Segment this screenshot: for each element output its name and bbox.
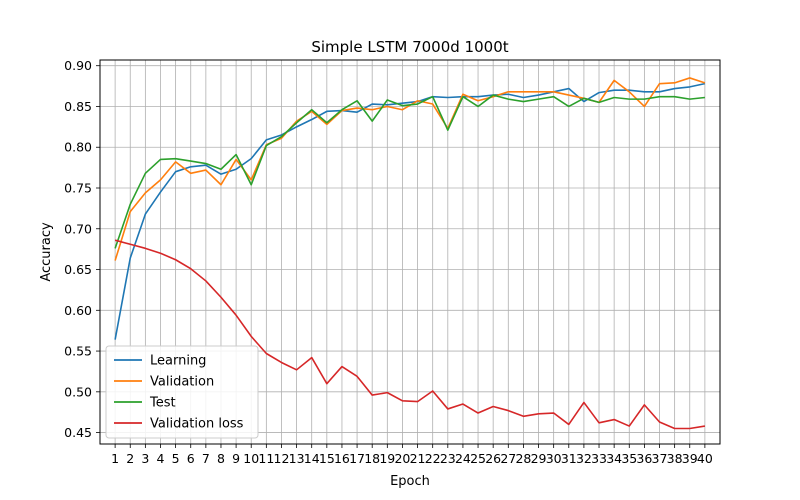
x-tick-label: 40 <box>697 451 713 466</box>
y-tick-label: 0.85 <box>64 99 92 114</box>
x-tick-label: 23 <box>440 451 456 466</box>
x-tick-label: 29 <box>531 451 547 466</box>
x-tick-label: 36 <box>636 451 652 466</box>
x-tick-label: 34 <box>606 451 622 466</box>
x-tick-label: 33 <box>591 451 607 466</box>
x-tick-label: 18 <box>364 451 380 466</box>
x-tick-label: 11 <box>258 451 274 466</box>
x-tick-label: 5 <box>172 451 180 466</box>
legend-label-validation: Validation <box>150 375 214 390</box>
y-tick-label: 0.80 <box>64 140 92 155</box>
x-tick-label: 21 <box>410 451 426 466</box>
x-tick-label: 1 <box>111 451 119 466</box>
x-tick-label: 19 <box>379 451 395 466</box>
y-tick-label: 0.50 <box>64 384 92 399</box>
x-tick-label: 37 <box>652 451 668 466</box>
x-tick-label: 31 <box>561 451 577 466</box>
x-tick-label: 15 <box>319 451 335 466</box>
y-tick-label: 0.75 <box>64 181 92 196</box>
x-tick-label: 27 <box>500 451 516 466</box>
x-tick-label: 13 <box>289 451 305 466</box>
x-tick-label: 30 <box>546 451 562 466</box>
x-tick-label: 10 <box>243 451 259 466</box>
y-tick-label: 0.70 <box>64 221 92 236</box>
x-tick-label: 17 <box>349 451 365 466</box>
legend-label-learning: Learning <box>150 354 206 369</box>
x-tick-label: 25 <box>470 451 486 466</box>
y-tick-label: 0.65 <box>64 262 92 277</box>
series-line-test <box>114 94 705 249</box>
x-tick-label: 35 <box>621 451 637 466</box>
x-tick-label: 3 <box>141 451 149 466</box>
x-tick-label: 20 <box>394 451 410 466</box>
x-tick-label: 38 <box>667 451 683 466</box>
y-tick-label: 0.60 <box>64 303 92 318</box>
x-tick-label: 6 <box>187 451 195 466</box>
plot-frame <box>99 59 721 445</box>
x-tick-label: 2 <box>126 451 134 466</box>
legend-label-validation-loss: Validation loss <box>150 417 244 432</box>
x-tick-label: 12 <box>274 451 290 466</box>
series-lines <box>114 77 706 430</box>
x-tick-label: 22 <box>425 451 441 466</box>
x-tick-label: 24 <box>455 451 471 466</box>
legend-label-test: Test <box>149 396 176 411</box>
x-tick-label: 9 <box>232 451 240 466</box>
y-tick-label: 0.90 <box>64 58 92 73</box>
legend: Learning Validation Test Validation loss <box>105 345 259 439</box>
y-axis-label: Accuracy <box>39 222 54 282</box>
axes: 1 2 3 4 5 6 7 8 9 10 11 12 13 14 15 16 17 18 19 20 21 22 23 24 2… <box>64 58 713 466</box>
x-tick-label: 26 <box>485 451 501 466</box>
y-tick-label: 0.55 <box>64 344 92 359</box>
chart-title: Simple LSTM 7000d 1000t <box>311 38 508 56</box>
x-tick-label: 7 <box>202 451 210 466</box>
x-tick-label: 32 <box>576 451 592 466</box>
y-tick-label: 0.45 <box>64 425 92 440</box>
x-tick-label: 4 <box>157 451 165 466</box>
x-tick-label: 8 <box>217 451 225 466</box>
legend-box <box>105 345 259 439</box>
x-tick-label: 14 <box>304 451 320 466</box>
x-tick-label: 39 <box>682 451 698 466</box>
x-tick-label: 28 <box>515 451 531 466</box>
x-axis-label: Epoch <box>390 474 430 489</box>
series-line-validation-loss <box>114 239 706 430</box>
x-tick-label: 16 <box>334 451 350 466</box>
